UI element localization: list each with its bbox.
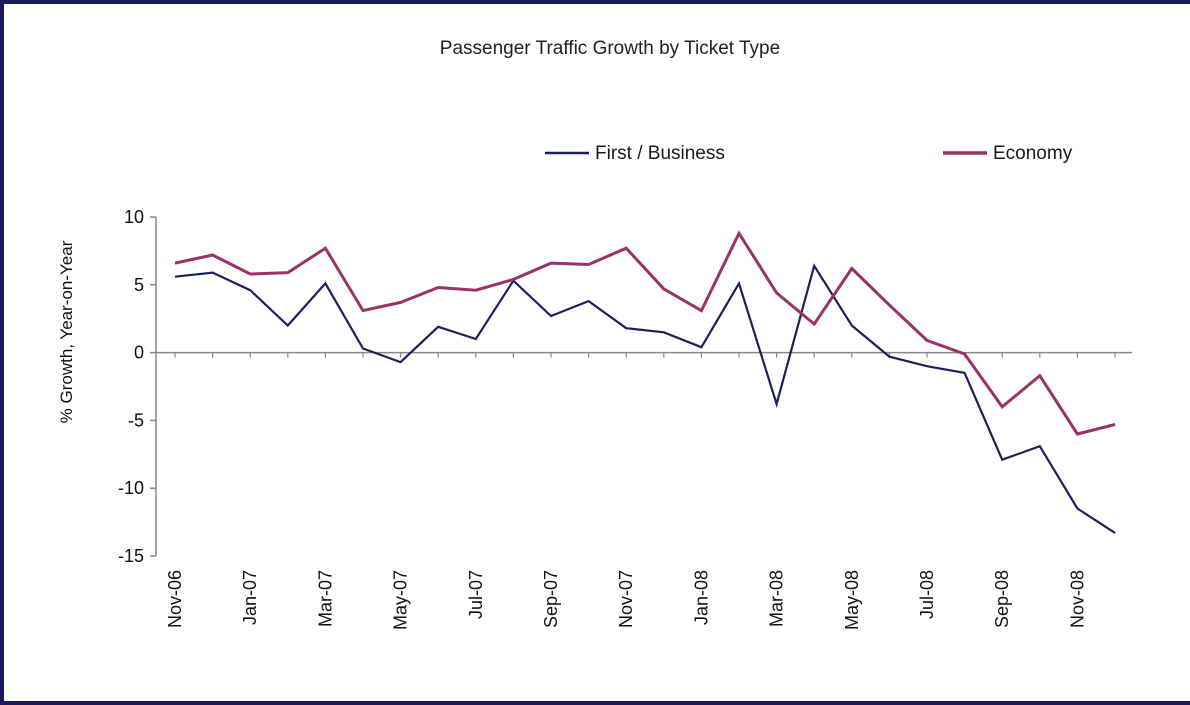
y-tick-label: 5	[134, 275, 144, 295]
x-tick-label: Nov-08	[1067, 570, 1087, 628]
series-line-first-business	[174, 263, 1116, 534]
x-tick-label: Sep-08	[992, 570, 1012, 628]
legend-label-economy: Economy	[993, 143, 1073, 164]
y-axis-label: % Growth, Year-on-Year	[57, 240, 76, 423]
x-tick-label: Jan-07	[240, 570, 260, 625]
x-tick-label: Nov-07	[616, 570, 636, 628]
y-tick-label: -15	[118, 546, 144, 566]
series-line-economy	[174, 230, 1116, 436]
x-tick-label: Jul-08	[917, 570, 937, 619]
x-tick-label: Jan-08	[691, 570, 711, 625]
tick-labels: 10 5 0 -5 -10 -15 Nov-06 Jan-07 Mar-07 May-07 Jul-…	[118, 207, 1087, 630]
axes	[150, 216, 1132, 557]
x-tick-label: Jul-07	[466, 570, 486, 619]
y-tick-label: -10	[118, 478, 144, 498]
y-tick-label: 10	[124, 207, 144, 227]
legend-label-first-business: First / Business	[595, 143, 725, 164]
legend: First / Business Economy	[545, 143, 1073, 164]
x-tick-label: May-07	[391, 570, 411, 630]
y-tick-label: -5	[128, 410, 144, 430]
y-tick-label: 0	[134, 343, 144, 363]
x-tick-label: Mar-07	[315, 570, 335, 627]
chart-title: Passenger Traffic Growth by Ticket Type	[440, 38, 780, 59]
x-tick-label: May-08	[842, 570, 862, 630]
x-tick-label: Mar-08	[767, 570, 787, 627]
x-tick-label: Sep-07	[541, 570, 561, 628]
x-tick-label: Nov-06	[165, 570, 185, 628]
series-lines	[174, 230, 1116, 534]
